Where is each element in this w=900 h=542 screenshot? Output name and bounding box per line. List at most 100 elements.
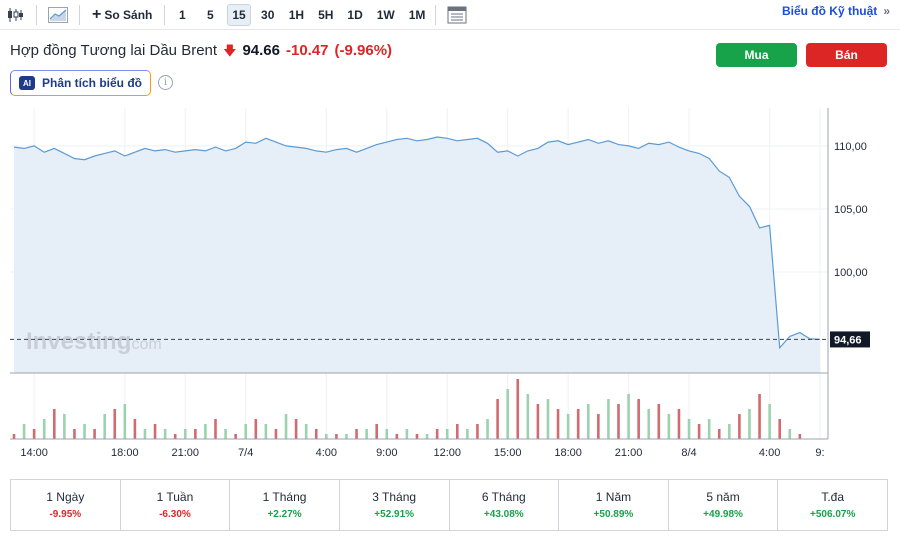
performance-value: +2.27% — [267, 509, 302, 520]
performance-period: 3 Tháng — [372, 490, 417, 504]
chart-toolbar: + So Sánh 1 5 15 30 1H 5H 1D 1W 1M Biểu đồ Kỹ th… — [0, 0, 900, 30]
performance-cell[interactable]: 1 Tuần -6.30% — [121, 480, 231, 530]
price-change: -10.47 — [285, 42, 329, 59]
timeframe-button-1[interactable]: 1 — [179, 7, 186, 22]
volume-bar — [63, 414, 66, 439]
x-axis-tick-label: 7/4 — [238, 447, 253, 459]
volume-bar — [617, 404, 620, 439]
volume-bar — [798, 434, 802, 439]
x-axis-tick-label: 4:00 — [759, 447, 780, 459]
volume-bar — [234, 434, 237, 439]
volume-bar — [506, 389, 509, 439]
x-axis-tick-label: 18:00 — [111, 447, 139, 459]
volume-bar — [597, 414, 600, 439]
volume-bar — [677, 409, 681, 439]
performance-cell[interactable]: 1 Ngày -9.95% — [11, 480, 121, 530]
plus-icon: + — [92, 5, 102, 23]
performance-cell[interactable]: 1 Năm +50.89% — [559, 480, 669, 530]
volume-bar — [345, 434, 348, 439]
watermark-suffix: .com — [127, 336, 162, 353]
y-axis-tick-label: 100,00 — [834, 267, 868, 279]
volume-bar — [12, 434, 16, 439]
x-axis-tick-label: 12:00 — [433, 447, 461, 459]
chart-canvas[interactable]: Investing.com 110,00 105,00 100,00 94,66 14:0… — [10, 108, 896, 470]
timeframe-button-5[interactable]: 5 — [207, 7, 214, 22]
volume-bar — [445, 429, 449, 439]
candlestick-icon[interactable] — [0, 4, 30, 26]
double-chevron-right-icon: » — [883, 4, 890, 18]
performance-value: -6.30% — [159, 509, 191, 520]
performance-cell[interactable]: T.đa +506.07% — [778, 480, 887, 530]
current-price-tag — [830, 331, 870, 348]
area-chart-icon[interactable] — [43, 4, 73, 26]
timeframe-button-15[interactable]: 15 — [227, 3, 251, 26]
buy-button[interactable]: Mua — [716, 43, 797, 67]
volume-bar — [335, 434, 338, 439]
compare-label: So Sánh — [104, 7, 153, 22]
volume-bar — [113, 409, 117, 439]
timeframe-button-1m[interactable]: 1M — [408, 7, 426, 22]
ai-chart-analysis-button[interactable]: AI Phân tích biểu đồ — [10, 70, 152, 96]
volume-bar — [657, 404, 661, 439]
volume-bar — [274, 429, 278, 439]
toolbar-divider — [79, 4, 80, 25]
timeframe-button-1d[interactable]: 1D — [347, 7, 363, 22]
performance-period: 1 Tháng — [262, 490, 307, 504]
volume-bar — [375, 424, 378, 439]
volume-bar — [456, 424, 459, 439]
price-chart[interactable]: Investing .com 110,00 105,00 100,00 94,66 14:0… — [10, 108, 896, 470]
volume-bar — [143, 429, 147, 439]
volume-bar — [325, 434, 328, 439]
sell-button[interactable]: Bán — [806, 43, 887, 67]
performance-cell[interactable]: 6 Tháng +43.08% — [450, 480, 560, 530]
toolbar-divider — [164, 4, 166, 25]
ai-chart-analysis-label: Phân tích biểu đồ — [42, 76, 143, 90]
x-axis-tick-label: 15:00 — [494, 447, 522, 459]
volume-bar — [788, 429, 792, 439]
volume-bar — [697, 424, 701, 439]
layout-table-icon[interactable] — [442, 4, 472, 26]
watermark-logo: Investing — [26, 328, 131, 355]
technical-chart-label: Biểu đồ Kỹ thuật — [781, 4, 878, 18]
volume-bar — [183, 429, 187, 439]
performance-period: 1 Ngày — [46, 490, 85, 504]
timeframe-button-5h[interactable]: 5H — [318, 7, 334, 22]
volume-bar — [32, 429, 36, 439]
timeframe-button-30[interactable]: 30 — [261, 7, 275, 22]
volume-bar — [314, 429, 318, 439]
volume-bar — [667, 414, 671, 439]
volume-bar — [647, 409, 651, 439]
price-area-fill — [14, 137, 820, 373]
volume-bar — [194, 429, 197, 439]
info-icon[interactable]: i — [158, 75, 173, 90]
volume-bar — [526, 394, 530, 439]
volume-bar — [395, 434, 399, 439]
volume-bar — [284, 414, 288, 439]
performance-cell[interactable]: 1 Tháng +2.27% — [230, 480, 340, 530]
technical-chart-link[interactable]: Biểu đồ Kỹ thuật » — [782, 4, 890, 18]
volume-bar — [405, 429, 409, 439]
x-axis-tick-label: 8/4 — [681, 447, 696, 459]
current-price-label: 94,66 — [834, 334, 862, 346]
x-axis-tick-label: 18:00 — [554, 447, 582, 459]
compare-button[interactable]: + So Sánh — [86, 4, 158, 26]
performance-period: 5 năm — [706, 490, 740, 504]
performance-period: T.đa — [821, 490, 845, 504]
performance-value: +50.89% — [593, 509, 634, 520]
timeframe-button-1h[interactable]: 1H — [288, 7, 305, 22]
timeframe-button-1w[interactable]: 1W — [376, 7, 395, 22]
volume-bar — [717, 429, 721, 439]
performance-cell[interactable]: 3 Tháng +52.91% — [340, 480, 450, 530]
performance-period: 1 Năm — [595, 490, 632, 504]
instrument-header: Hợp đồng Tương lai Dầu Brent 🡇 94.66 -10… — [10, 42, 392, 64]
volume-bar — [486, 419, 489, 439]
volume-bar — [637, 399, 640, 439]
performance-period: 1 Tuần — [156, 490, 194, 504]
volume-bar — [224, 429, 227, 439]
performance-cell[interactable]: 5 năm +49.98% — [669, 480, 779, 530]
toolbar-divider — [435, 4, 437, 25]
volume-bar — [415, 434, 419, 439]
y-axis-tick-label: 110,00 — [834, 141, 867, 153]
volume-bar — [607, 399, 610, 439]
volume-bar — [516, 379, 520, 439]
